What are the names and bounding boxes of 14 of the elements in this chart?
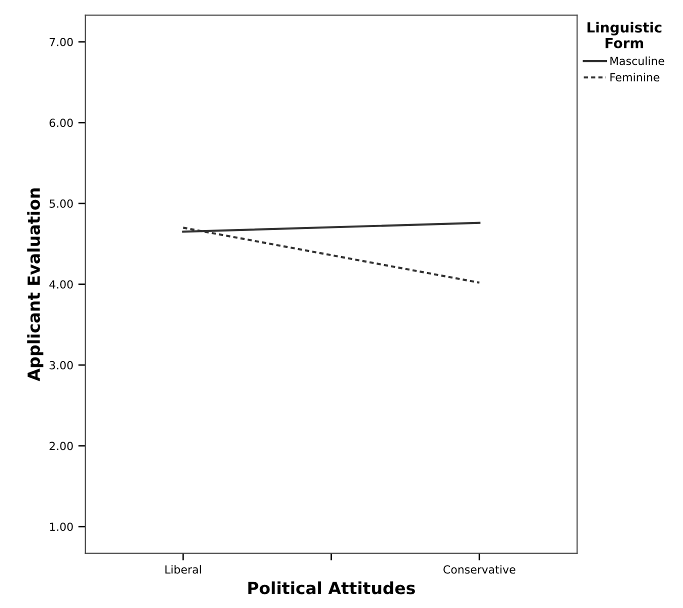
- legend-title: Linguistic Form: [588, 22, 662, 48]
- y-tick-label: 4.00: [49, 280, 73, 289]
- x-tick-label: Liberal: [165, 565, 201, 574]
- y-tick-label: 7.00: [50, 38, 73, 46]
- y-axis-title: Applicant Evaluation: [27, 188, 44, 382]
- y-tick-label: 3.00: [50, 361, 73, 370]
- y-tick-label: 1.00: [50, 522, 73, 531]
- legend-label: Masculine: [610, 56, 664, 66]
- legend-label: Feminine: [610, 72, 660, 82]
- x-axis-title: Political Attitudes: [248, 581, 415, 594]
- y-tick-label: 6.00: [50, 118, 73, 128]
- y-tick-label: 5.00: [50, 199, 73, 208]
- x-tick-label: Conservative: [443, 565, 516, 574]
- y-tick-label: 2.00: [50, 442, 73, 450]
